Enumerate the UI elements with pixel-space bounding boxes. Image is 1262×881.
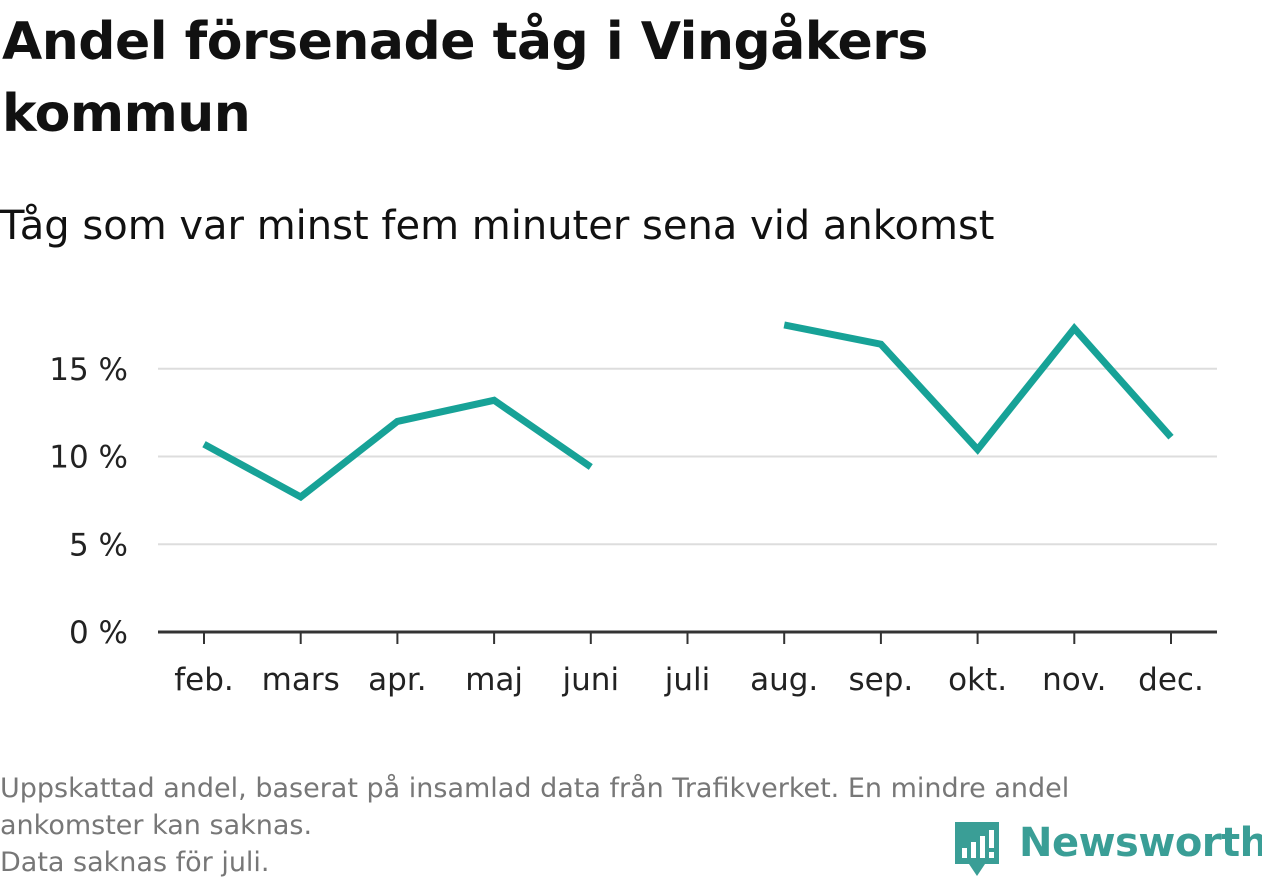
x-tick-label: dec. (1138, 662, 1204, 698)
footer-note-line: ankomster kan saknas. (0, 810, 313, 841)
line-chart: 0 % 5 % 10 % 15 % feb. mars apr. maj juni juli aug… (49, 321, 1217, 698)
x-tick-label: aug. (750, 662, 818, 698)
x-tick-label: nov. (1042, 662, 1106, 698)
brand-logo: Newsworthy (951, 817, 1262, 877)
y-tick-label: 15 % (49, 352, 128, 388)
x-tick-label: sep. (849, 662, 914, 698)
series-line (202, 396, 593, 502)
x-tick-label: apr. (368, 662, 426, 698)
x-tick-label: okt. (948, 662, 1007, 698)
x-tick-label: feb. (174, 662, 234, 698)
y-tick-label: 10 % (49, 440, 128, 476)
footer-note-line: Data saknas för juli. (0, 847, 270, 878)
x-tick-label: mars (262, 662, 340, 698)
x-tick-label: juni (562, 662, 620, 698)
brand-name: Newsworthy (1019, 820, 1262, 866)
footer-note-line: Uppskattad andel, baserat på insamlad da… (0, 773, 1070, 804)
chart-subtitle: Tåg som var minst fem minuter sena vid a… (0, 203, 995, 249)
x-tick-label: maj (465, 662, 523, 698)
x-tick-label: juli (664, 662, 711, 698)
footer-note: Uppskattad andel, baserat på insamlad da… (0, 770, 1250, 881)
newsworthy-logo-icon (955, 822, 999, 876)
y-tick-label: 0 % (69, 615, 128, 651)
series-line (783, 321, 1174, 455)
chart-title: Andel försenade tåg i Vingåkers kommun (2, 12, 928, 144)
y-tick-label: 5 % (69, 527, 128, 563)
